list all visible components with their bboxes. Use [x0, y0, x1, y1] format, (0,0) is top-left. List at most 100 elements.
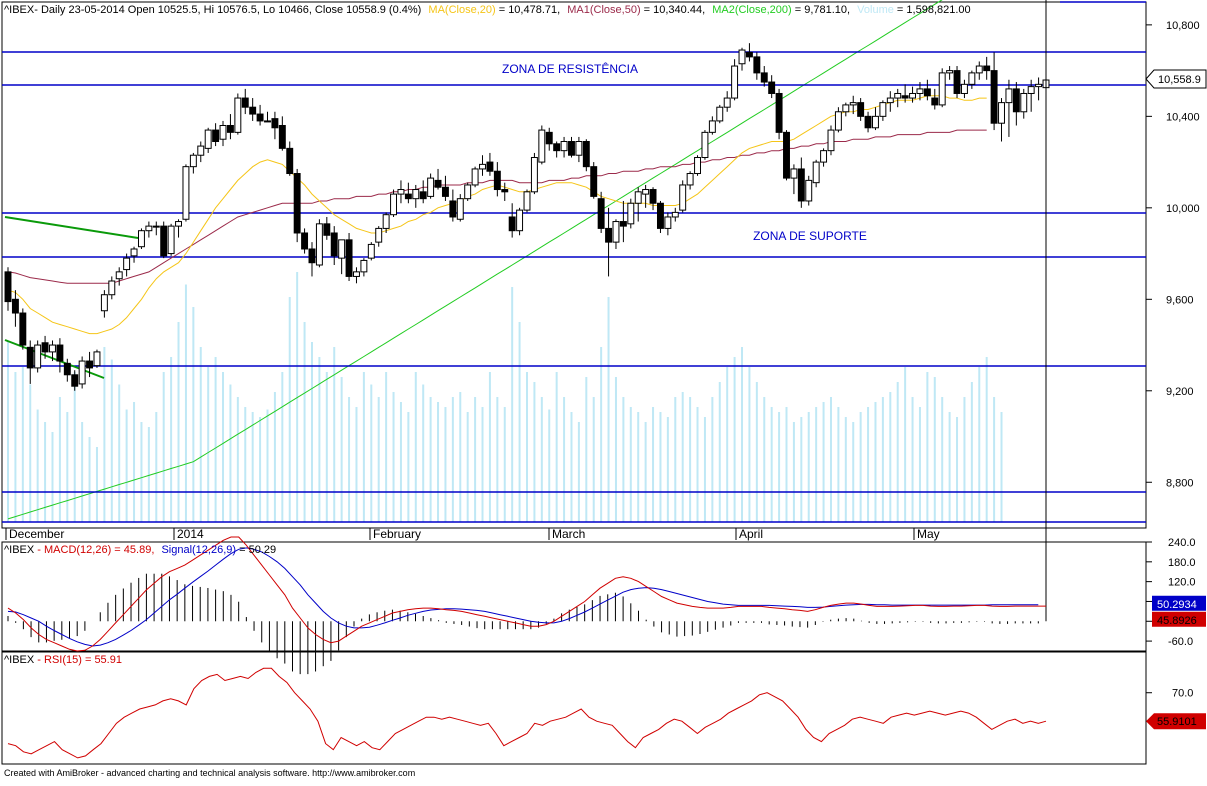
candle[interactable] — [360, 258, 368, 277]
candle[interactable] — [34, 340, 42, 373]
candle[interactable] — [1027, 79, 1035, 112]
candle[interactable] — [1012, 82, 1020, 126]
candle[interactable] — [123, 253, 131, 277]
candle[interactable] — [189, 152, 197, 174]
candle[interactable] — [753, 52, 761, 80]
candle[interactable] — [553, 141, 561, 158]
candle[interactable] — [63, 358, 71, 382]
candle[interactable] — [249, 98, 257, 121]
candle[interactable] — [590, 162, 598, 199]
candle[interactable] — [820, 148, 828, 167]
candle[interactable] — [879, 100, 887, 121]
candle[interactable] — [441, 175, 449, 201]
candle[interactable] — [382, 212, 390, 233]
candle[interactable] — [894, 88, 902, 108]
candle[interactable] — [212, 123, 220, 147]
candle[interactable] — [19, 308, 27, 350]
candle[interactable] — [708, 116, 716, 135]
candle[interactable] — [931, 88, 939, 110]
candle[interactable] — [234, 93, 242, 135]
candle[interactable] — [93, 349, 101, 368]
candle[interactable] — [278, 116, 286, 151]
candle[interactable] — [634, 187, 642, 222]
candle[interactable] — [775, 88, 783, 140]
candle[interactable] — [612, 219, 620, 249]
candle[interactable] — [49, 340, 56, 362]
candle[interactable] — [849, 95, 857, 115]
candle[interactable] — [367, 242, 375, 261]
candle[interactable] — [805, 175, 813, 206]
candle[interactable] — [419, 180, 427, 204]
candle[interactable] — [197, 141, 205, 163]
candle[interactable] — [412, 184, 420, 208]
candle[interactable] — [486, 152, 494, 176]
candle[interactable] — [990, 52, 998, 131]
candle[interactable] — [745, 43, 753, 62]
candle[interactable] — [901, 84, 909, 103]
candle[interactable] — [1035, 77, 1043, 101]
candle[interactable] — [597, 191, 605, 233]
candle[interactable] — [4, 267, 12, 311]
trendline-lower[interactable] — [4, 339, 105, 379]
candle[interactable] — [56, 338, 64, 373]
candle[interactable] — [797, 157, 805, 208]
candle[interactable] — [456, 194, 464, 222]
candle[interactable] — [827, 125, 835, 156]
candle[interactable] — [523, 189, 531, 213]
candle[interactable] — [508, 203, 516, 238]
candle[interactable] — [731, 59, 739, 101]
candle[interactable] — [86, 351, 94, 378]
candle[interactable] — [723, 91, 731, 112]
candle[interactable] — [656, 200, 664, 233]
candle[interactable] — [315, 219, 323, 268]
candle[interactable] — [916, 82, 924, 101]
candle[interactable] — [471, 166, 479, 188]
candle[interactable] — [923, 79, 931, 101]
candle[interactable] — [619, 200, 627, 243]
candle[interactable] — [427, 173, 435, 199]
candle[interactable] — [397, 180, 405, 204]
candle[interactable] — [71, 370, 79, 391]
candle[interactable] — [953, 66, 961, 99]
candle[interactable] — [946, 66, 954, 80]
candle[interactable] — [834, 107, 842, 133]
candle[interactable] — [768, 75, 776, 99]
candle[interactable] — [642, 184, 650, 208]
candle[interactable] — [226, 114, 234, 140]
candle[interactable] — [449, 189, 457, 222]
candle[interactable] — [256, 104, 264, 126]
candle[interactable] — [582, 139, 590, 172]
candle[interactable] — [1020, 88, 1028, 119]
candle[interactable] — [983, 56, 991, 80]
candle[interactable] — [686, 171, 694, 190]
candle[interactable] — [301, 228, 309, 254]
candle[interactable] — [219, 120, 227, 147]
candle[interactable] — [375, 226, 383, 247]
candle[interactable] — [960, 79, 968, 99]
candle[interactable] — [842, 102, 850, 117]
candle[interactable] — [501, 182, 509, 201]
candle[interactable] — [145, 221, 153, 238]
candle[interactable] — [137, 228, 145, 249]
candle[interactable] — [679, 180, 687, 213]
candle[interactable] — [323, 216, 331, 240]
candle[interactable] — [568, 136, 575, 158]
candle[interactable] — [241, 88, 249, 115]
candle[interactable] — [130, 246, 138, 263]
candle[interactable] — [701, 130, 709, 160]
candle[interactable] — [160, 221, 168, 259]
candle[interactable] — [605, 207, 613, 277]
candle[interactable] — [204, 127, 212, 153]
candle[interactable] — [664, 212, 672, 236]
candle[interactable] — [286, 141, 294, 176]
candle[interactable] — [575, 136, 583, 163]
candle[interactable] — [545, 127, 553, 151]
candle[interactable] — [11, 290, 19, 327]
candle[interactable] — [998, 98, 1005, 142]
candle[interactable] — [271, 111, 279, 140]
candle[interactable] — [716, 104, 724, 124]
candle[interactable] — [760, 66, 768, 87]
candle[interactable] — [530, 152, 538, 195]
trendline-upper[interactable] — [4, 216, 139, 239]
candle[interactable] — [1005, 79, 1013, 137]
